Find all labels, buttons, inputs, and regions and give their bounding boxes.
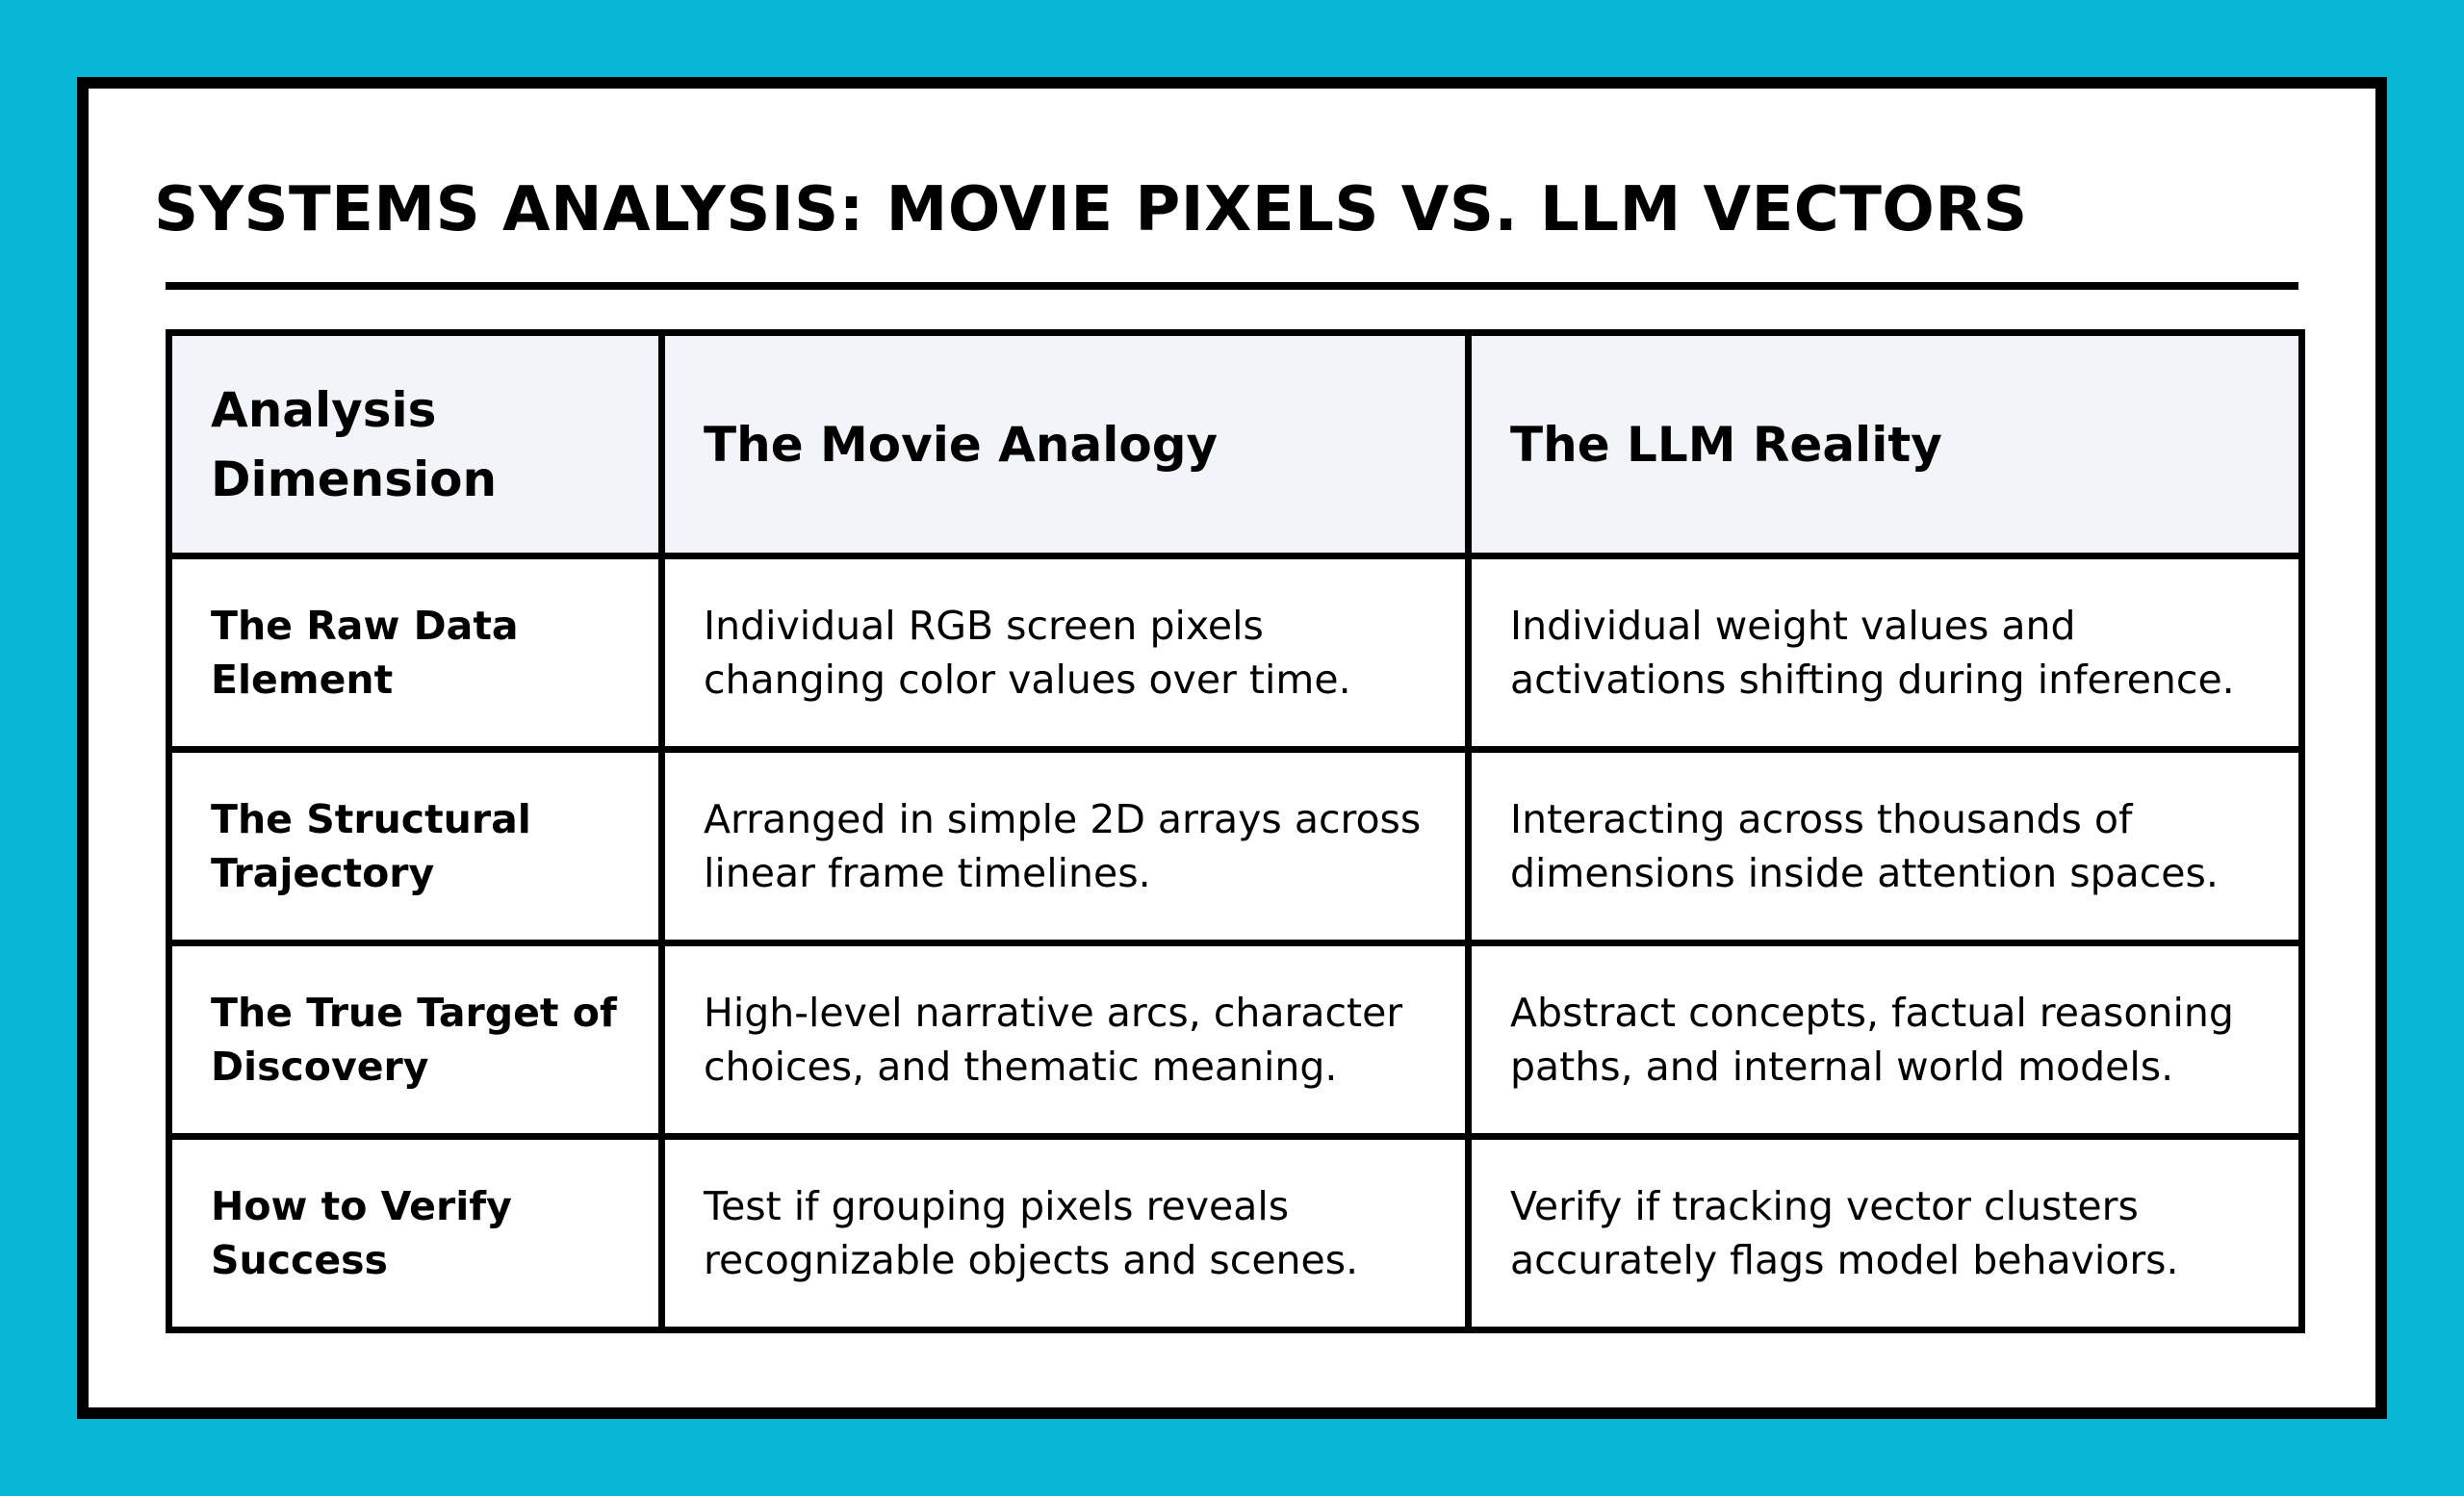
row-movie-cell: Individual RGB screen pixels changing co…: [658, 553, 1472, 753]
row-dimension-cell: The True Target of Discovery: [166, 940, 665, 1140]
header-llm-reality: The LLM Reality: [1465, 329, 2305, 559]
page-title: SYSTEMS ANALYSIS: MOVIE PIXELS VS. LLM V…: [154, 174, 2028, 245]
table-header-row: Analysis Dimension The Movie Analogy The…: [166, 329, 2305, 559]
row-dimension-cell: The Structural Trajectory: [166, 746, 665, 946]
row-dimension-cell: The Raw Data Element: [166, 553, 665, 753]
row-movie-cell: Test if grouping pixels reveals recogniz…: [658, 1133, 1472, 1333]
row-llm-cell: Interacting across thousands of dimensio…: [1465, 746, 2305, 946]
title-divider: [166, 282, 2298, 290]
row-movie-cell: High-level narrative arcs, character cho…: [658, 940, 1472, 1140]
row-movie-cell: Arranged in simple 2D arrays across line…: [658, 746, 1472, 946]
row-llm-cell: Verify if tracking vector clusters accur…: [1465, 1133, 2305, 1333]
row-dimension-cell: How to Verify Success: [166, 1133, 665, 1333]
row-llm-cell: Individual weight values and activations…: [1465, 553, 2305, 753]
comparison-table: Analysis Dimension The Movie Analogy The…: [166, 329, 2305, 1333]
row-llm-cell: Abstract concepts, factual reasoning pat…: [1465, 940, 2305, 1140]
header-analysis-dimension: Analysis Dimension: [166, 329, 665, 559]
table-row: The Structural Trajectory Arranged in si…: [166, 746, 2305, 946]
table-row: How to Verify Success Test if grouping p…: [166, 1133, 2305, 1333]
header-movie-analogy: The Movie Analogy: [658, 329, 1472, 559]
table-row: The True Target of Discovery High-level …: [166, 940, 2305, 1140]
table-row: The Raw Data Element Individual RGB scre…: [166, 553, 2305, 753]
